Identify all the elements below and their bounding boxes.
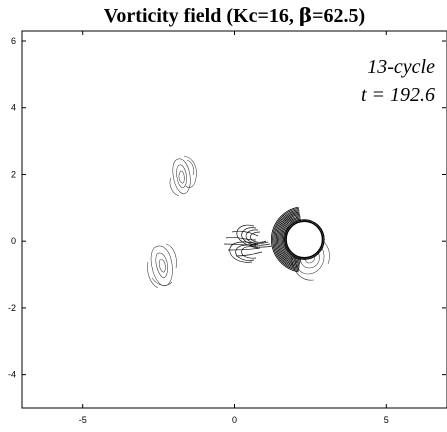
cylinder-boundary-layer-contour [274, 210, 300, 269]
cylinder-boundary-layer-contour [277, 212, 300, 267]
annotation-time: t = 192.6 [360, 84, 435, 106]
cylinder-boundary-layer-contour [283, 218, 301, 261]
cylinder-boundary-layer-contour [271, 206, 299, 273]
x-axis-ticks: -5 0 5 [79, 31, 389, 425]
cylinder-boundary-layer-contour [278, 213, 300, 266]
y-tick-label: -4 [8, 370, 16, 380]
cylinder-boundary-layer-contour [273, 209, 300, 270]
vortex-upper-left [169, 155, 197, 197]
y-axis-ticks: -4 -2 0 2 4 6 [8, 36, 446, 380]
beta-symbol: β [298, 3, 313, 27]
y-tick-label: 6 [11, 36, 16, 46]
cylinder-boundary-layer-contour [280, 216, 301, 263]
y-tick-label: 4 [11, 103, 16, 113]
cylinder-boundary-layer-contour [275, 211, 300, 268]
annotation-cycle: 13-cycle [367, 56, 435, 78]
cylinder-layer [271, 206, 325, 273]
y-tick-label: 2 [11, 169, 16, 179]
vortex-attached-wake [223, 224, 273, 263]
cylinder-outline [284, 219, 325, 260]
x-tick-label: 5 [384, 415, 389, 425]
y-tick-label: 0 [11, 236, 16, 246]
x-tick-label: 0 [232, 415, 237, 425]
chart-title: Vorticity field (Kc=16, β=62.5) [103, 3, 366, 27]
cylinder-boundary-layer-contour [279, 214, 301, 265]
cylinder [285, 220, 324, 259]
vortex-lower-left [147, 243, 177, 289]
y-tick-label: -2 [8, 303, 16, 313]
cylinder-boundary-layer-contour [281, 217, 301, 262]
cylinder-boundary-layer-contour [272, 207, 299, 272]
x-tick-label: -5 [79, 415, 87, 425]
